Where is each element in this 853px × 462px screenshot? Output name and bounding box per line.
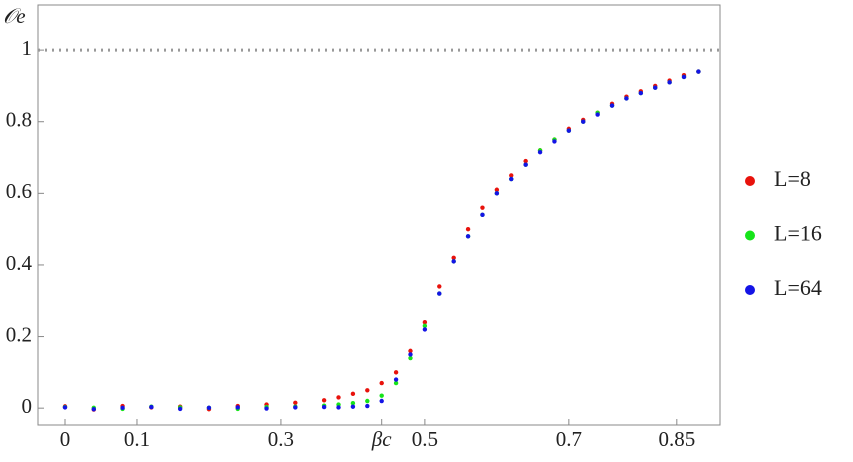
data-point <box>408 355 413 361</box>
data-point <box>293 400 298 406</box>
data-point <box>422 327 428 332</box>
data-point <box>379 398 384 404</box>
data-point <box>537 149 543 155</box>
data-point <box>422 323 428 329</box>
data-point <box>451 255 456 260</box>
data-point <box>350 404 356 409</box>
data-point <box>494 191 500 196</box>
data-point <box>365 398 370 404</box>
data-point <box>480 205 485 210</box>
data-point <box>465 234 471 239</box>
data-point <box>336 405 341 410</box>
x-tick-label: 0 <box>60 427 71 451</box>
y-tick-label: 0.2 <box>6 322 32 346</box>
data-point <box>350 400 356 406</box>
y-tick-label: 0 <box>22 394 33 418</box>
data-point <box>393 377 399 382</box>
y-axis-label: 𝒪e <box>3 4 26 28</box>
data-point <box>408 348 413 354</box>
data-point <box>293 405 298 410</box>
data-point <box>509 173 514 178</box>
y-tick-label: 0.6 <box>6 179 32 203</box>
data-point <box>653 85 658 90</box>
x-tick-label: 0.1 <box>124 427 150 451</box>
data-point <box>379 393 384 398</box>
data-point <box>681 74 687 80</box>
data-point <box>91 407 96 412</box>
data-point <box>480 212 485 218</box>
data-point <box>321 404 327 410</box>
y-tick-label: 0.8 <box>6 108 32 132</box>
data-point <box>465 226 471 232</box>
data-point <box>552 139 557 144</box>
data-point <box>437 291 442 296</box>
x-tick-label: βc <box>371 427 392 451</box>
x-tick-label: 0.3 <box>268 427 294 451</box>
data-point <box>581 119 586 124</box>
data-point <box>336 395 341 400</box>
data-point <box>523 162 528 167</box>
legend-marker <box>745 176 755 186</box>
data-point <box>62 405 68 410</box>
data-point <box>494 187 500 192</box>
data-point <box>638 90 644 96</box>
data-point <box>422 320 428 325</box>
data-point <box>696 69 701 74</box>
data-point <box>321 398 327 403</box>
legend-marker <box>745 230 755 241</box>
data-point <box>264 406 269 411</box>
legend-label: L=64 <box>774 275 822 300</box>
y-tick-label: 0.4 <box>6 251 33 275</box>
data-point <box>379 380 384 386</box>
plot-frame <box>37 4 721 426</box>
data-point <box>393 370 399 375</box>
x-tick-label: 0.85 <box>658 427 695 451</box>
data-point <box>523 158 528 164</box>
legend-label: L=16 <box>774 221 822 246</box>
data-point <box>451 259 456 264</box>
x-tick-label: 0.5 <box>412 427 438 451</box>
data-point <box>624 96 629 101</box>
data-point <box>350 391 356 397</box>
data-point <box>566 128 572 133</box>
data-point <box>393 380 399 386</box>
data-point <box>149 404 154 410</box>
data-point <box>609 103 615 108</box>
legend-label: L=8 <box>774 166 811 191</box>
data-point <box>177 406 183 412</box>
data-point <box>437 284 442 289</box>
data-point <box>408 352 413 357</box>
data-point <box>365 403 370 409</box>
x-tick-label: 0.7 <box>556 427 582 451</box>
data-point <box>509 176 514 182</box>
data-point <box>595 112 600 117</box>
legend-marker <box>745 285 755 295</box>
data-point <box>667 80 672 85</box>
data-point <box>206 405 212 411</box>
y-tick-label: 1 <box>22 36 33 60</box>
data-point <box>365 388 370 393</box>
data-point <box>235 405 240 410</box>
data-point <box>120 405 125 411</box>
